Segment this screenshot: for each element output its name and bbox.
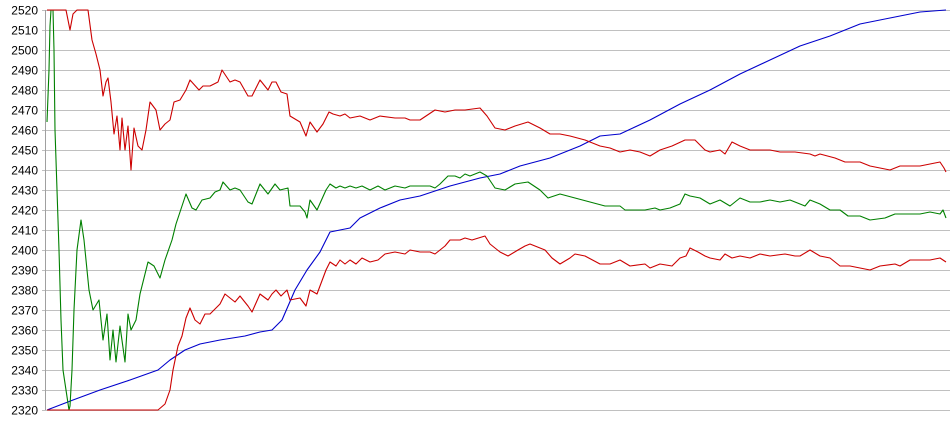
y-tick-label: 2470 (11, 104, 38, 118)
y-tick-label: 2400 (11, 244, 38, 258)
y-tick-label: 2320 (11, 404, 38, 418)
y-tick-label: 2390 (11, 264, 38, 278)
y-tick-label: 2380 (11, 284, 38, 298)
y-tick-label: 2480 (11, 84, 38, 98)
y-tick-label: 2350 (11, 344, 38, 358)
y-tick-label: 2410 (11, 224, 38, 238)
y-tick-label: 2520 (11, 4, 38, 18)
y-axis-ticks: 2320 2330 2340 2350 2360 2370 2380 2390 2400 2410… (11, 4, 38, 418)
y-tick-label: 2460 (11, 124, 38, 138)
y-tick-label: 2510 (11, 24, 38, 38)
gridlines (42, 10, 950, 411)
y-tick-label: 2420 (11, 204, 38, 218)
y-tick-label: 2440 (11, 164, 38, 178)
y-tick-label: 2490 (11, 64, 38, 78)
y-tick-label: 2360 (11, 324, 38, 338)
y-tick-label: 2500 (11, 44, 38, 58)
y-tick-label: 2450 (11, 144, 38, 158)
y-tick-label: 2370 (11, 304, 38, 318)
series-line-2 (47, 9, 947, 173)
series-line-1 (46, 9, 947, 411)
series-line-0 (46, 9, 947, 411)
y-tick-label: 2430 (11, 184, 38, 198)
y-tick-label: 2330 (11, 384, 38, 398)
series-group (46, 9, 947, 411)
series-line-3 (47, 235, 947, 411)
y-tick-label: 2340 (11, 364, 38, 378)
